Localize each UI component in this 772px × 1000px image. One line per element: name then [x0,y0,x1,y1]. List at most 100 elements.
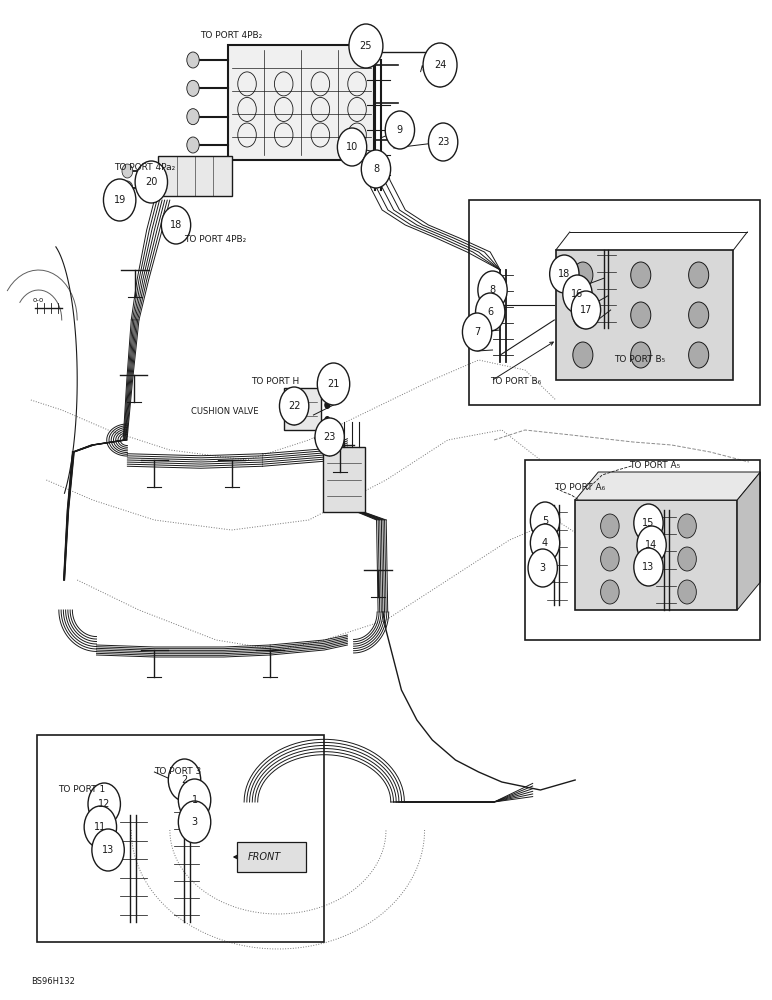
Text: 14: 14 [645,540,658,550]
Text: 24: 24 [434,60,446,70]
Circle shape [122,181,133,195]
Text: TO PORT H: TO PORT H [251,376,300,385]
Circle shape [631,302,651,328]
Text: 23: 23 [323,432,336,442]
Circle shape [349,24,383,68]
Text: 18: 18 [558,269,571,279]
Text: FRONT: FRONT [248,852,281,862]
Circle shape [634,504,663,542]
Text: 12: 12 [98,799,110,809]
Circle shape [324,416,330,424]
Circle shape [462,313,492,351]
Text: 25: 25 [360,41,372,51]
Text: CUSHION VALVE: CUSHION VALVE [191,406,258,416]
Circle shape [178,779,211,821]
Text: TO PORT B₆: TO PORT B₆ [490,376,541,385]
Text: TO PORT 4PB₂: TO PORT 4PB₂ [200,31,262,40]
Text: 13: 13 [642,562,655,572]
Bar [236,842,306,872]
Circle shape [187,52,199,68]
Bar [525,460,760,640]
Text: 17: 17 [580,305,592,315]
Text: 21: 21 [327,379,340,389]
Bar [556,250,733,380]
Circle shape [530,502,560,540]
Circle shape [678,580,696,604]
Text: 1: 1 [191,795,198,805]
Circle shape [385,111,415,149]
Text: 3: 3 [540,563,546,573]
Circle shape [631,262,651,288]
Text: 10: 10 [346,142,358,152]
Text: 13: 13 [102,845,114,855]
Circle shape [631,342,651,368]
Bar [158,156,232,196]
Circle shape [279,387,309,425]
Circle shape [178,801,211,843]
Circle shape [563,275,592,313]
Circle shape [478,271,507,309]
Circle shape [161,206,191,244]
Circle shape [84,806,117,848]
Text: TO PORT A₆: TO PORT A₆ [554,484,605,492]
Circle shape [337,128,367,166]
Text: TO PORT 4Pa₂: TO PORT 4Pa₂ [114,162,175,172]
Circle shape [530,524,560,562]
Text: 18: 18 [170,220,182,230]
Circle shape [361,150,391,188]
Text: TO PORT 4PB₂: TO PORT 4PB₂ [184,235,246,244]
Circle shape [88,783,120,825]
Text: BS96H132: BS96H132 [31,978,75,986]
Bar [469,200,760,405]
Text: TO PORT B₅: TO PORT B₅ [614,356,665,364]
Text: 23: 23 [437,137,449,147]
Text: TO PORT 1: TO PORT 1 [58,786,105,794]
Circle shape [528,549,557,587]
Circle shape [315,418,344,456]
Circle shape [678,514,696,538]
Circle shape [689,302,709,328]
Circle shape [689,342,709,368]
Circle shape [187,137,199,153]
Text: o-o: o-o [32,297,44,303]
Circle shape [92,829,124,871]
Text: 7: 7 [474,327,480,337]
Circle shape [187,109,199,125]
Text: 19: 19 [113,195,126,205]
Text: 3: 3 [191,817,198,827]
Text: 9: 9 [397,125,403,135]
Circle shape [601,547,619,571]
Bar [575,500,737,610]
Bar [323,447,365,512]
Text: 5: 5 [542,516,548,526]
Circle shape [168,759,201,801]
Text: 15: 15 [642,518,655,528]
Bar [228,45,374,160]
Text: 6: 6 [487,307,493,317]
Bar [37,735,324,942]
Text: 8: 8 [489,285,496,295]
Text: 16: 16 [571,289,584,299]
Text: 4: 4 [542,538,548,548]
Text: TO PORT A₅: TO PORT A₅ [629,462,680,471]
Text: 11: 11 [94,822,107,832]
Polygon shape [575,472,760,500]
Circle shape [187,80,199,96]
Circle shape [634,548,663,586]
Text: 22: 22 [288,401,300,411]
Circle shape [317,363,350,405]
Circle shape [678,547,696,571]
Circle shape [122,164,133,178]
Circle shape [476,293,505,331]
Polygon shape [737,472,760,610]
Circle shape [423,43,457,87]
Circle shape [573,262,593,288]
Circle shape [324,388,330,396]
Circle shape [324,401,330,409]
Circle shape [573,342,593,368]
Circle shape [637,526,666,564]
Text: 20: 20 [145,177,157,187]
Circle shape [601,580,619,604]
Circle shape [550,255,579,293]
Circle shape [601,514,619,538]
